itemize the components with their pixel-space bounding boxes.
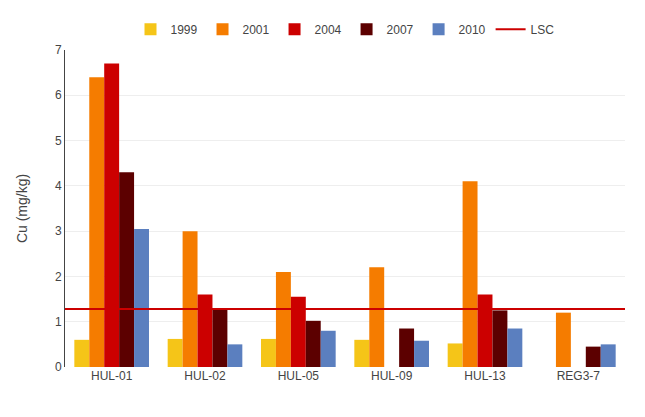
svg-text:REG3-7: REG3-7 <box>557 369 601 383</box>
svg-text:7: 7 <box>55 43 62 57</box>
svg-text:0: 0 <box>55 360 62 374</box>
svg-text:6: 6 <box>55 88 62 102</box>
svg-text:HUL-05: HUL-05 <box>278 369 320 383</box>
svg-text:1999: 1999 <box>171 23 198 37</box>
svg-text:HUL-09: HUL-09 <box>371 369 413 383</box>
svg-text:2001: 2001 <box>243 23 270 37</box>
svg-text:HUL-01: HUL-01 <box>91 369 133 383</box>
svg-text:5: 5 <box>55 134 62 148</box>
svg-text:HUL-02: HUL-02 <box>184 369 226 383</box>
svg-text:2010: 2010 <box>459 23 486 37</box>
svg-text:3: 3 <box>55 224 62 238</box>
svg-text:LSC: LSC <box>531 23 555 37</box>
svg-text:Cu (mg/kg): Cu (mg/kg) <box>14 174 30 243</box>
svg-text:2: 2 <box>55 270 62 284</box>
svg-text:HUL-13: HUL-13 <box>464 369 506 383</box>
svg-text:4: 4 <box>55 179 62 193</box>
svg-text:2004: 2004 <box>315 23 342 37</box>
svg-text:2007: 2007 <box>387 23 414 37</box>
svg-text:1: 1 <box>55 315 62 329</box>
